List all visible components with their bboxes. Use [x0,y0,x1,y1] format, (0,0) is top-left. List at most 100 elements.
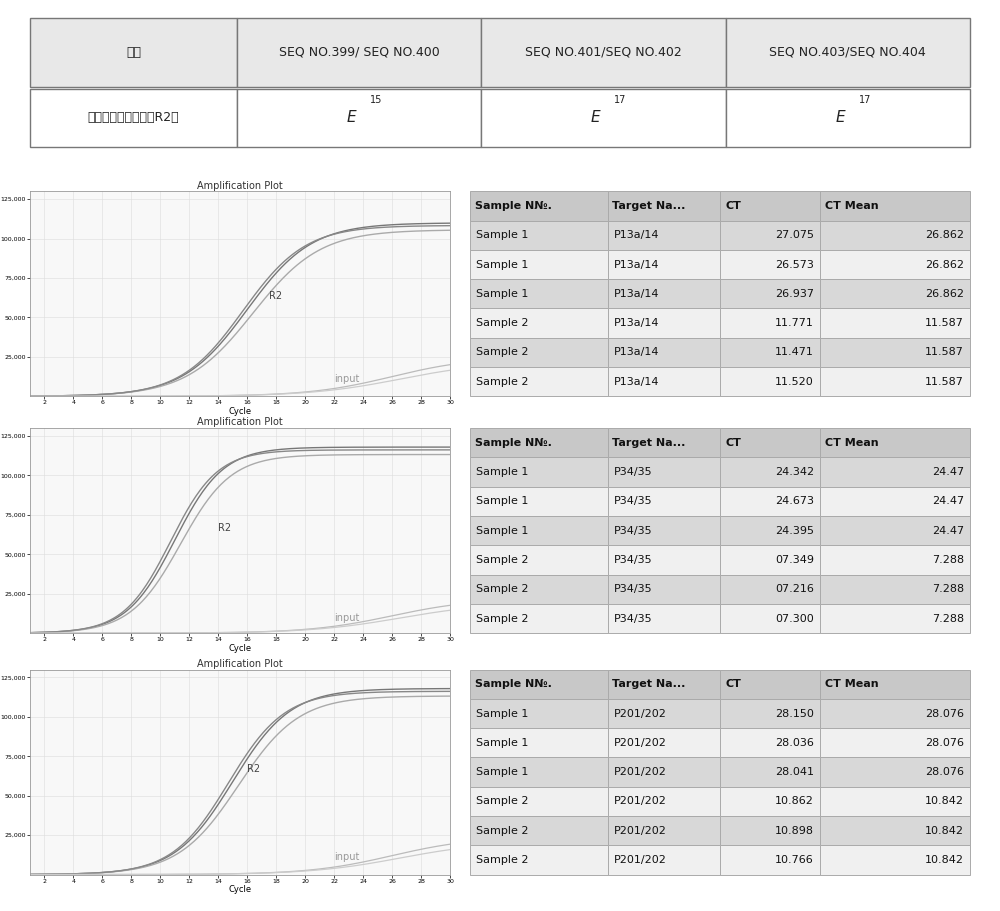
Text: Sample 1: Sample 1 [476,289,528,299]
Bar [470,516,608,546]
Text: 17: 17 [859,96,871,105]
Bar [608,220,720,250]
Text: 26.573: 26.573 [775,260,814,270]
Bar [720,279,820,309]
Bar [820,457,970,486]
Bar [720,486,820,516]
Bar [470,367,608,396]
Text: 26.862: 26.862 [925,289,964,299]
Text: P201/202: P201/202 [614,767,666,777]
Text: Sample 2: Sample 2 [476,555,528,565]
Text: R2: R2 [269,291,282,301]
Bar [481,18,726,87]
Text: E: E [835,110,845,126]
Text: Sample N№.: Sample N№. [475,201,552,211]
Bar [720,546,820,575]
Text: 10.766: 10.766 [775,855,814,865]
Text: 26.937: 26.937 [775,289,814,299]
Bar [470,457,608,486]
Text: SEQ NO.401/SEQ NO.402: SEQ NO.401/SEQ NO.402 [525,46,682,59]
Bar [726,18,970,87]
Text: Sample 2: Sample 2 [476,613,528,623]
Bar [720,338,820,367]
Bar [470,309,608,338]
Bar [237,89,481,147]
Text: 24.47: 24.47 [932,467,964,477]
Bar [820,191,970,220]
Text: Sample 2: Sample 2 [476,825,528,835]
Bar [470,250,608,279]
Bar [608,575,720,604]
Text: Sample N№.: Sample N№. [475,680,552,690]
Text: 26.862: 26.862 [925,260,964,270]
Bar [608,486,720,516]
Text: input: input [334,374,360,384]
Text: 11.587: 11.587 [925,318,964,328]
Bar [470,845,608,875]
Bar [470,816,608,845]
Bar [470,575,608,604]
Bar [608,250,720,279]
Text: Sample 1: Sample 1 [476,767,528,777]
Bar [470,428,608,457]
Bar [237,18,481,87]
Text: Sample 2: Sample 2 [476,347,528,357]
Title: Amplification Plot: Amplification Plot [197,417,283,427]
Title: Amplification Plot: Amplification Plot [197,659,283,669]
Text: 28.036: 28.036 [775,738,814,748]
Bar [820,699,970,728]
Text: P34/35: P34/35 [614,496,652,507]
Text: 10.862: 10.862 [775,796,814,806]
Text: P13a/14: P13a/14 [614,260,659,270]
Bar [470,757,608,787]
Bar [30,89,237,147]
Bar [470,546,608,575]
Text: P13a/14: P13a/14 [614,230,659,241]
Text: 28.076: 28.076 [925,738,964,748]
Text: Sample 1: Sample 1 [476,230,528,241]
Bar [726,89,970,147]
Bar [720,428,820,457]
Text: P201/202: P201/202 [614,709,666,719]
Bar [820,279,970,309]
Text: P13a/14: P13a/14 [614,289,659,299]
Bar [470,670,608,699]
Text: Target Na...: Target Na... [612,438,686,448]
Text: 26.862: 26.862 [925,230,964,241]
Bar [608,787,720,816]
Text: 24.395: 24.395 [775,526,814,536]
Bar [820,728,970,757]
Bar [820,604,970,633]
Bar [608,428,720,457]
Bar [720,699,820,728]
Text: 27.075: 27.075 [775,230,814,241]
Bar [820,546,970,575]
Text: Sample 1: Sample 1 [476,496,528,507]
Bar [608,367,720,396]
Bar [820,575,970,604]
Text: Sample 2: Sample 2 [476,318,528,328]
Text: CT: CT [725,201,741,211]
Bar [470,787,608,816]
Text: Sample 2: Sample 2 [476,584,528,594]
Bar [720,457,820,486]
Text: Sample 1: Sample 1 [476,467,528,477]
Text: 10.842: 10.842 [925,825,964,835]
Text: E: E [591,110,601,126]
Text: P201/202: P201/202 [614,738,666,748]
Text: Target Na...: Target Na... [612,201,686,211]
Text: R2: R2 [247,764,260,774]
Text: P34/35: P34/35 [614,526,652,536]
Text: 28.041: 28.041 [775,767,814,777]
Text: 15: 15 [370,96,382,105]
X-axis label: Cycle: Cycle [228,644,252,652]
Bar [608,670,720,699]
Text: Sample 1: Sample 1 [476,709,528,719]
Bar [820,787,970,816]
Text: 11.471: 11.471 [775,347,814,357]
Bar [720,728,820,757]
Text: E: E [347,110,356,126]
Text: 11.771: 11.771 [775,318,814,328]
Bar [608,728,720,757]
Bar [720,516,820,546]
